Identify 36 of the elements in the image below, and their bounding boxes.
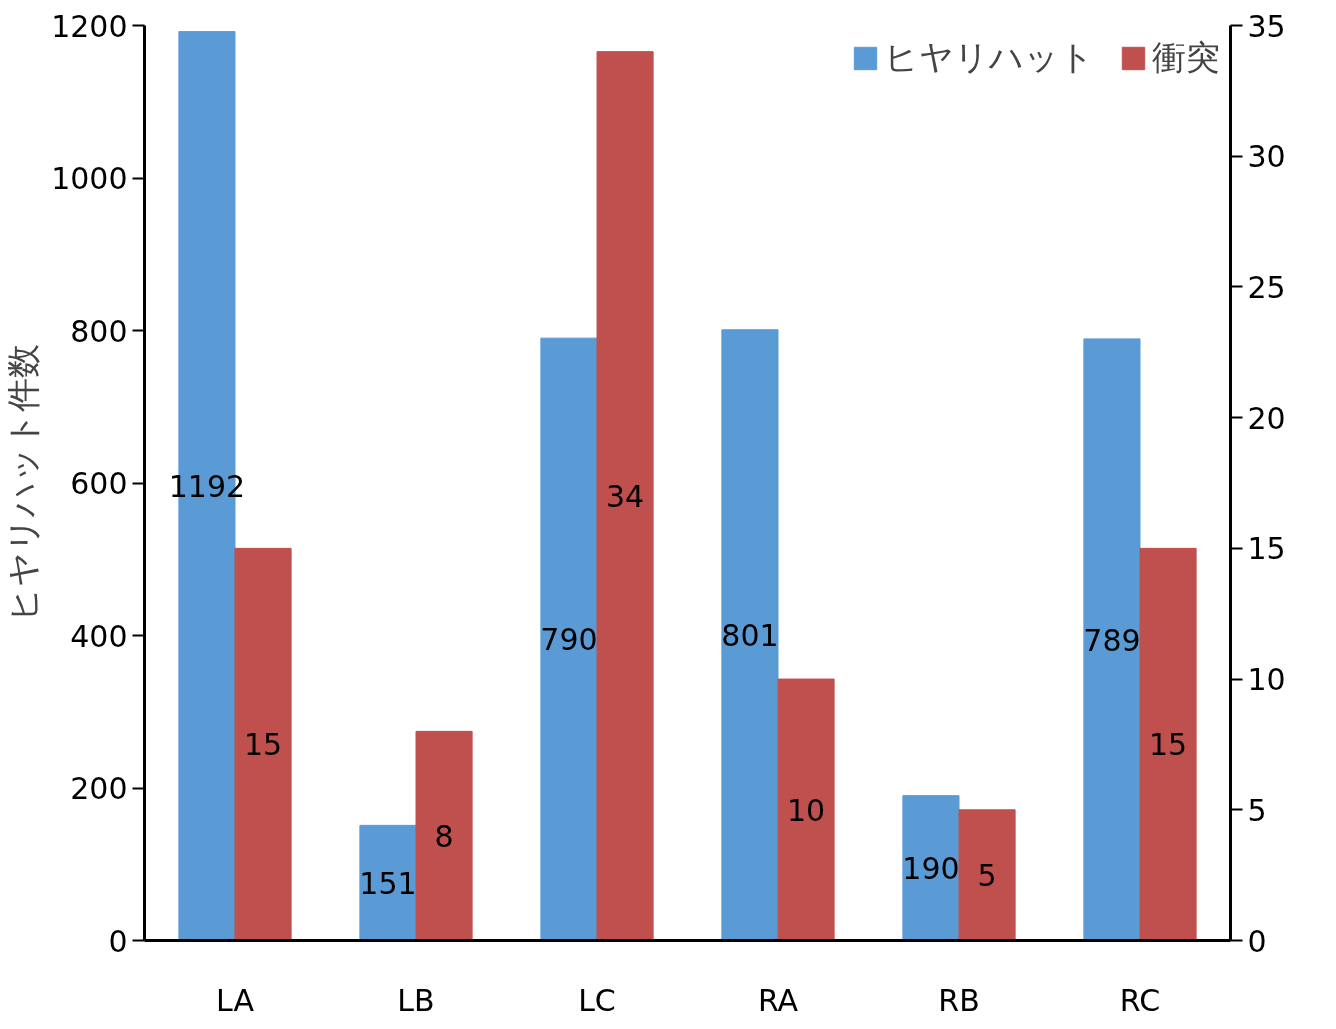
y-tick-label: 1000 [51,161,128,196]
y-tick-label: 600 [70,466,128,501]
x-tick-label: LC [578,982,616,1018]
y-tick-label: 800 [70,313,128,349]
x-tick-label: LA [216,982,255,1018]
y2-tick-label: 5 [1247,792,1267,828]
y2-tick-label: 20 [1247,400,1286,436]
x-tick-label: RC [1119,982,1161,1018]
x-tick-label: LB [397,982,435,1018]
legend-label: 衝突 [1152,36,1220,79]
y2-tick-label: 35 [1247,8,1286,44]
y2-tick-label: 15 [1247,531,1286,567]
y2-tick-label: 0 [1247,923,1267,959]
y2-tick-label: 25 [1247,269,1286,305]
y-tick-label: 200 [70,771,128,806]
y2-tick-label: 30 [1247,139,1286,175]
data-label: 10 [786,792,826,828]
data-label: 8 [434,818,454,854]
y-tick-label: 1200 [51,8,128,44]
y-tick-label: 400 [70,618,128,654]
y-tick-label: 0 [108,923,128,959]
data-label: 789 [1083,622,1141,658]
data-label: 790 [540,622,598,658]
bar [721,329,779,941]
legend-label: ヒヤリハット [884,36,1094,79]
x-tick-label: RA [757,982,799,1018]
x-tick-label: RB [938,982,980,1018]
data-label: 15 [243,727,283,763]
y2-tick-label: 10 [1247,662,1286,698]
data-label: 5 [977,858,997,894]
data-label: 801 [721,618,779,654]
data-label: 190 [902,851,960,887]
data-label: 15 [1148,727,1188,763]
y-axis-title: ヒヤリハット件数 [3,344,44,622]
data-label: 151 [359,865,417,901]
data-label: 34 [605,479,645,515]
